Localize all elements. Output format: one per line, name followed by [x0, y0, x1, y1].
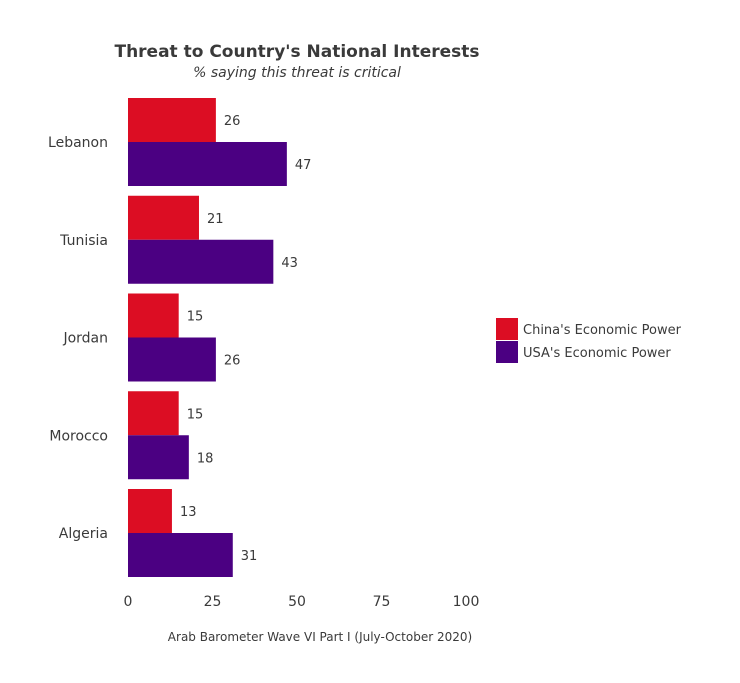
value-label: 15: [187, 310, 204, 325]
chart-title: Threat to Country's National Interests: [114, 42, 479, 62]
value-labels-group: 26 47 21 43 15 26 15 18 13 31: [180, 114, 311, 564]
bar-algeria-usa: [128, 533, 233, 577]
value-label: 18: [197, 451, 214, 466]
chart-caption: Arab Barometer Wave VI Part I (July-Octo…: [168, 630, 472, 644]
value-label: 21: [207, 212, 224, 227]
bar-algeria-china: [128, 489, 172, 533]
value-label: 31: [241, 549, 258, 564]
bar-tunisia-china: [128, 195, 199, 240]
x-tick-label: 100: [453, 594, 480, 610]
value-label: 26: [224, 114, 241, 129]
category-label: Lebanon: [48, 135, 108, 151]
category-label: Morocco: [49, 428, 108, 444]
category-label: Jordan: [62, 331, 108, 347]
legend-label: USA's Economic Power: [523, 346, 671, 361]
bar-jordan-china: [128, 293, 179, 338]
chart-subtitle: % saying this threat is critical: [193, 65, 401, 81]
x-tick-label: 75: [373, 594, 391, 610]
value-label: 43: [281, 256, 298, 271]
bars-group: [128, 98, 287, 577]
bar-tunisia-usa: [128, 239, 274, 284]
legend-swatch: [496, 318, 518, 340]
x-axis-ticks: 0 25 50 75 100: [124, 594, 480, 610]
bar-jordan-usa: [128, 337, 216, 382]
category-labels-group: Lebanon Tunisia Jordan Morocco Algeria: [48, 135, 108, 542]
x-tick-label: 25: [204, 594, 222, 610]
x-tick-label: 0: [124, 594, 133, 610]
legend-label: China's Economic Power: [523, 323, 682, 338]
legend-swatch: [496, 341, 518, 363]
bar-morocco-china: [128, 391, 179, 436]
category-label: Tunisia: [59, 233, 108, 249]
bar-lebanon-usa: [128, 142, 287, 186]
category-label: Algeria: [59, 526, 108, 542]
value-label: 47: [295, 158, 312, 173]
bar-lebanon-china: [128, 98, 216, 142]
value-label: 13: [180, 505, 197, 520]
legend: China's Economic Power USA's Economic Pow…: [496, 318, 682, 363]
bar-morocco-usa: [128, 435, 189, 480]
value-label: 26: [224, 354, 241, 369]
value-label: 15: [187, 407, 204, 422]
x-tick-label: 50: [288, 594, 306, 610]
